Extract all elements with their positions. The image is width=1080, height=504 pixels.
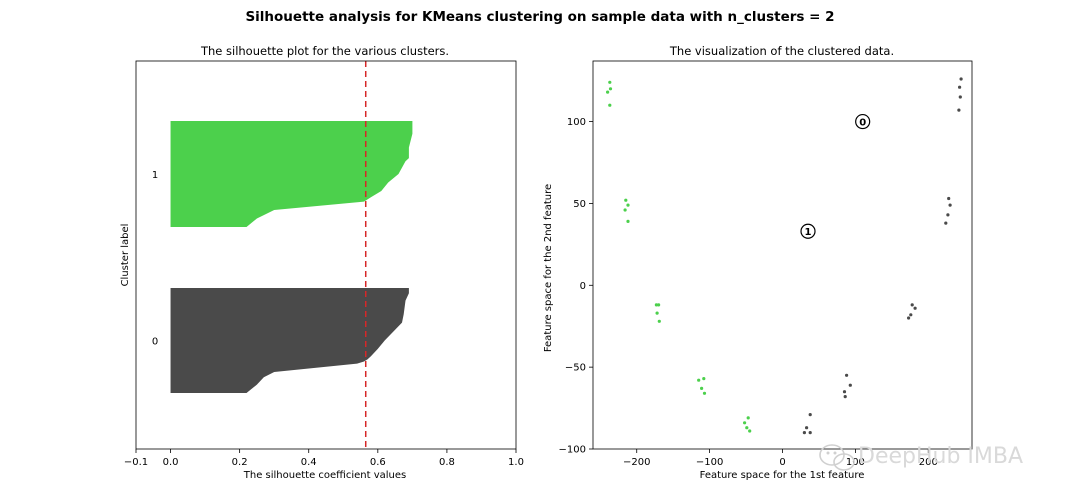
silhouette-x-ticks: −0.1 0.0 0.2 0.4 0.6 0.8 1.0 (124, 449, 524, 468)
data-point-cluster-0 (848, 383, 852, 387)
data-point-cluster-0 (845, 373, 849, 377)
silhouette-x-tick-label: −0.1 (124, 457, 148, 468)
watermark: DeepHub IMBA (819, 444, 1023, 471)
data-point-cluster-0 (947, 196, 951, 201)
data-point-cluster-0 (958, 95, 962, 99)
data-point-cluster-1 (626, 219, 630, 223)
scatter-y-tick-label: 50 (573, 199, 586, 210)
data-point-cluster-0 (909, 313, 913, 317)
data-point-cluster-0 (805, 426, 809, 430)
data-point-cluster-0 (907, 316, 911, 320)
data-point-cluster-0 (944, 221, 948, 225)
data-point-cluster-1 (700, 386, 704, 390)
cluster-center-marker-0 (855, 113, 871, 130)
data-point-cluster-1 (654, 303, 659, 307)
silhouette-plot-title: The silhouette plot for the various clus… (200, 44, 449, 58)
data-point-cluster-1 (623, 208, 627, 212)
data-point-cluster-0 (842, 390, 847, 394)
data-point-cluster-0 (958, 85, 962, 89)
silhouette-plot: The silhouette plot for the various clus… (120, 44, 524, 481)
data-point-cluster-0 (808, 431, 812, 435)
scatter-y-tick-label: 0 (580, 281, 586, 292)
scatter-x-tick-label: 100 (846, 457, 865, 468)
scatter-x-tick-label: 0 (779, 457, 785, 468)
silhouette-y-axis-label: Cluster label (120, 224, 131, 287)
data-point-cluster-1 (702, 377, 706, 381)
data-point-cluster-1 (748, 429, 752, 433)
data-point-cluster-1 (697, 378, 701, 382)
data-point-cluster-0 (808, 413, 812, 417)
data-point-cluster-0 (959, 77, 963, 81)
cluster-center-label-1: 1 (805, 227, 812, 238)
wechat-logo-icon (819, 444, 855, 471)
silhouette-area-cluster-0 (170, 288, 409, 393)
scatter-marks: 01 (606, 77, 963, 435)
data-point-cluster-0 (946, 213, 950, 217)
data-point-cluster-1 (608, 87, 613, 91)
cluster-center-marker-1 (800, 223, 816, 239)
data-point-cluster-1 (608, 103, 612, 107)
scatter-axes-frame (592, 60, 973, 450)
silhouette-x-tick-label: 0.4 (301, 457, 317, 468)
silhouette-cluster-label-1: 1 (152, 170, 158, 181)
silhouette-x-tick-label: 0.6 (370, 457, 386, 468)
data-point-cluster-0 (948, 203, 952, 207)
data-point-cluster-1 (657, 319, 661, 323)
cluster-center-label-0: 0 (859, 117, 866, 128)
data-point-cluster-1 (626, 203, 630, 207)
scatter-x-tick-label: 200 (919, 457, 938, 468)
cluster-scatter-plot: The visualization of the clustered data.… (543, 44, 973, 481)
scatter-y-axis-label: Feature space for the 2nd feature (543, 184, 554, 352)
data-point-cluster-1 (745, 426, 749, 430)
data-point-cluster-1 (608, 80, 612, 84)
data-point-cluster-0 (843, 395, 847, 399)
scatter-x-tick-label: −100 (696, 457, 723, 468)
data-point-cluster-1 (655, 311, 659, 315)
silhouette-area-cluster-1 (170, 121, 413, 227)
data-point-cluster-0 (957, 108, 961, 112)
scatter-y-tick-label: 100 (567, 117, 586, 128)
scatter-x-axis-label: Feature space for the 1st feature (700, 470, 865, 481)
data-point-cluster-1 (624, 198, 628, 202)
data-point-cluster-1 (606, 90, 610, 94)
silhouette-x-tick-label: 0.2 (232, 457, 248, 468)
watermark-text: DeepHub IMBA (858, 444, 1023, 469)
scatter-y-tick-label: −50 (565, 363, 586, 374)
silhouette-axes-frame (135, 60, 517, 450)
data-point-cluster-1 (702, 391, 707, 395)
silhouette-x-tick-label: 1.0 (508, 457, 524, 468)
scatter-y-tick-label: −100 (559, 445, 586, 456)
figure-title: Silhouette analysis for KMeans clusterin… (245, 9, 834, 25)
scatter-plot-title: The visualization of the clustered data. (669, 44, 894, 58)
silhouette-x-axis-label: The silhouette coefficient values (243, 470, 407, 481)
data-point-cluster-1 (743, 421, 747, 425)
data-point-cluster-1 (746, 416, 750, 420)
data-point-cluster-0 (910, 303, 914, 307)
data-point-cluster-0 (913, 306, 917, 310)
data-point-cluster-0 (802, 431, 807, 435)
silhouette-x-tick-label: 0.0 (163, 457, 179, 468)
data-point-cluster-1 (657, 303, 661, 307)
scatter-x-tick-label: −200 (623, 457, 650, 468)
silhouette-marks: 01 (152, 61, 413, 449)
silhouette-x-tick-label: 0.8 (439, 457, 455, 468)
scatter-ticks: −200 −100 0 100 200 100 50 0 −50 −100 (559, 117, 938, 468)
silhouette-cluster-label-0: 0 (152, 337, 158, 348)
